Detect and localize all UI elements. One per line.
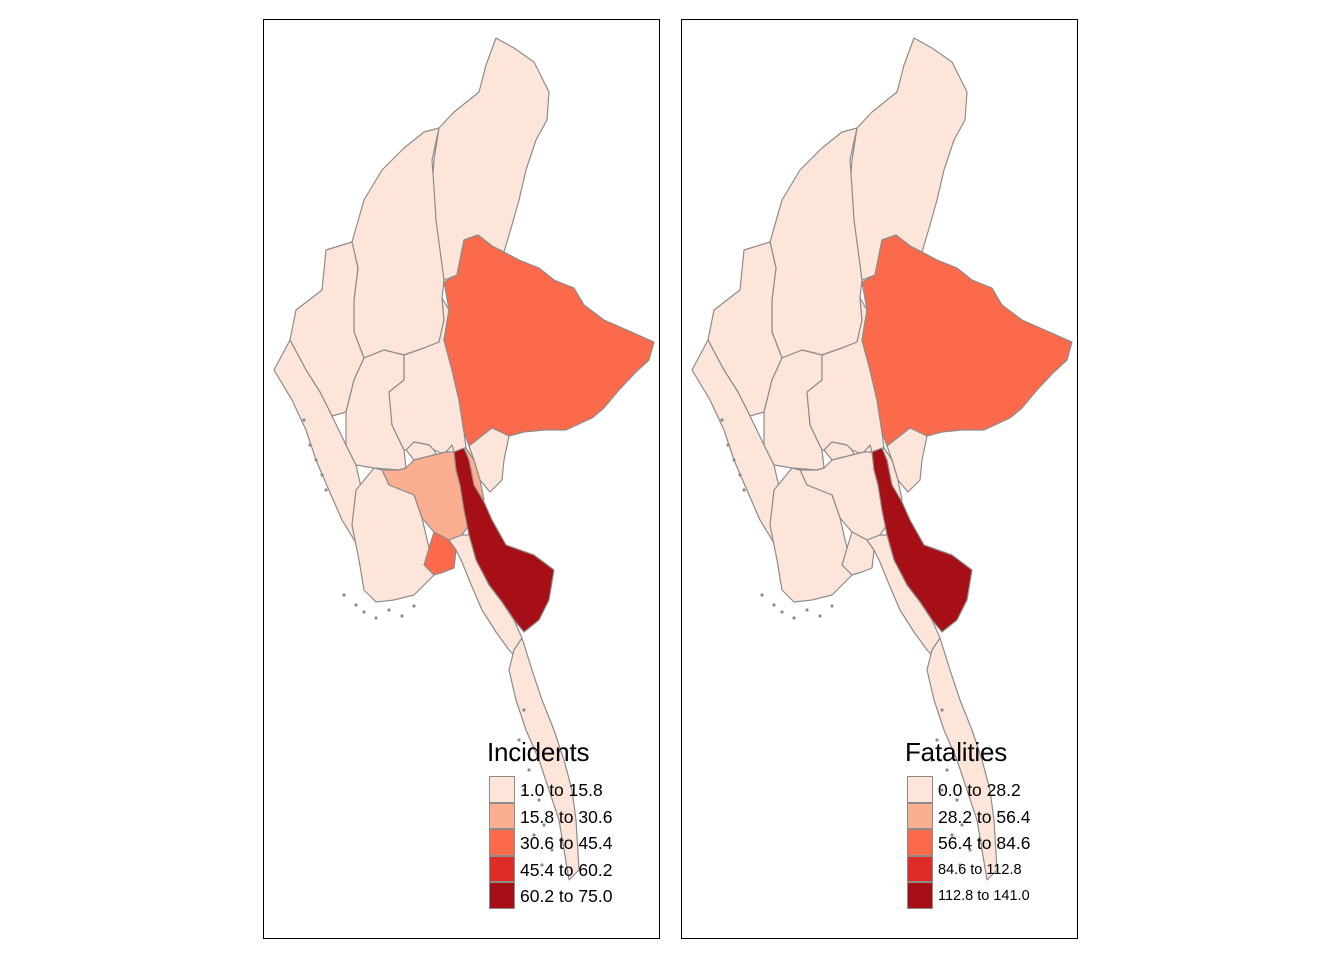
region-sagaing xyxy=(769,127,863,359)
legend-label: 28.2 to 56.4 xyxy=(938,806,1031,827)
fatalities-map xyxy=(691,37,1073,881)
coastal-island xyxy=(374,616,378,620)
fatalities-legend: Fatalities 0.0 to 28.2 28.2 to 56.4 56.4 t… xyxy=(905,737,1075,909)
legend-swatch xyxy=(907,882,933,909)
region-kayin xyxy=(453,447,555,633)
legend-label: 0.0 to 28.2 xyxy=(938,780,1021,800)
incidents-map xyxy=(273,37,655,881)
coastal-island xyxy=(805,608,809,612)
coastal-island xyxy=(314,458,318,462)
coastal-island xyxy=(387,608,391,612)
legend-label: 112.8 to 141.0 xyxy=(938,888,1030,904)
coastal-island xyxy=(720,418,724,422)
fatalities-map-panel: Fatalities 0.0 to 28.2 28.2 to 56.4 56.4 t… xyxy=(681,19,1078,939)
coastal-island xyxy=(940,708,944,712)
coastal-island xyxy=(935,738,939,742)
legend-item: 28.2 to 56.4 xyxy=(905,802,1075,829)
coastal-island xyxy=(320,473,324,477)
coastal-island xyxy=(302,418,306,422)
coastal-island xyxy=(955,798,959,802)
coastal-island xyxy=(522,788,526,792)
legend-swatch xyxy=(489,829,515,856)
legend-item: 15.8 to 30.6 xyxy=(487,802,657,829)
region-tanintharyi xyxy=(508,637,580,881)
coastal-island xyxy=(940,788,944,792)
coastal-island xyxy=(930,758,934,762)
coastal-island xyxy=(512,758,516,762)
coastal-island xyxy=(542,823,546,827)
legend-swatch xyxy=(489,882,515,909)
coastal-island xyxy=(537,798,541,802)
region-kachin xyxy=(431,37,550,281)
region-tanintharyi xyxy=(926,637,998,881)
region-shan xyxy=(443,234,655,447)
coastal-island xyxy=(540,863,544,867)
legend-item: 60.2 to 75.0 xyxy=(487,882,657,909)
coastal-island xyxy=(772,603,776,607)
legend-swatch xyxy=(489,855,515,882)
legend-swatch xyxy=(907,776,933,803)
legend-label: 1.0 to 15.8 xyxy=(520,780,603,800)
legend-item: 0.0 to 28.2 xyxy=(905,776,1075,803)
coastal-island xyxy=(550,848,554,852)
legend-swatch xyxy=(907,829,933,856)
coastal-island xyxy=(522,708,526,712)
region-ayeyarwady xyxy=(351,467,435,603)
coastal-island xyxy=(726,443,730,447)
legend-item: 30.6 to 45.4 xyxy=(487,829,657,856)
legend-label: 30.6 to 45.4 xyxy=(520,833,613,853)
legend-label: 45.4 to 60.2 xyxy=(520,859,613,880)
coastal-island xyxy=(780,610,784,614)
coastal-island xyxy=(830,604,834,608)
coastal-island xyxy=(354,603,358,607)
legend-swatch xyxy=(907,855,933,882)
legend-swatch xyxy=(907,802,933,829)
coastal-island xyxy=(958,863,962,867)
legend-label: 15.8 to 30.6 xyxy=(520,806,613,827)
legend-swatch xyxy=(489,802,515,829)
coastal-island xyxy=(968,848,972,852)
coastal-island xyxy=(792,616,796,620)
coastal-island xyxy=(400,614,404,618)
coastal-island xyxy=(362,610,366,614)
incidents-map-panel: Incidents 1.0 to 15.8 15.8 to 30.6 30.6 to… xyxy=(263,19,660,939)
region-ayeyarwady xyxy=(769,467,853,603)
coastal-island xyxy=(527,768,531,772)
region-kachin xyxy=(849,37,968,281)
coastal-island xyxy=(732,458,736,462)
legend-label: 60.2 to 75.0 xyxy=(520,886,613,906)
legend-items: 0.0 to 28.2 28.2 to 56.4 56.4 to 84.6 84.6 … xyxy=(905,776,1075,909)
legend-item: 45.4 to 60.2 xyxy=(487,855,657,882)
region-shan xyxy=(861,234,1073,447)
coastal-island xyxy=(308,443,312,447)
coastal-island xyxy=(738,473,742,477)
coastal-island xyxy=(532,833,536,837)
region-sagaing xyxy=(351,127,445,359)
legend-title: Fatalities xyxy=(905,737,1008,767)
legend-item: 84.6 to 112.8 xyxy=(905,855,1075,882)
coastal-island xyxy=(342,593,346,597)
coastal-island xyxy=(742,488,746,492)
legend-items: 1.0 to 15.8 15.8 to 30.6 30.6 to 45.4 45.4 … xyxy=(487,776,657,909)
legend-label: 84.6 to 112.8 xyxy=(938,861,1022,878)
incidents-legend: Incidents 1.0 to 15.8 15.8 to 30.6 30.6 to… xyxy=(487,737,657,909)
legend-title: Incidents xyxy=(487,737,590,767)
coastal-island xyxy=(945,768,949,772)
legend-item: 56.4 to 84.6 xyxy=(905,829,1075,856)
coastal-island xyxy=(818,614,822,618)
legend-swatch xyxy=(489,776,515,803)
coastal-island xyxy=(760,593,764,597)
coastal-island xyxy=(324,488,328,492)
coastal-island xyxy=(412,604,416,608)
coastal-island xyxy=(960,823,964,827)
legend-label: 56.4 to 84.6 xyxy=(938,833,1031,853)
coastal-island xyxy=(517,738,521,742)
coastal-island xyxy=(950,833,954,837)
legend-item: 1.0 to 15.8 xyxy=(487,776,657,803)
region-kayin xyxy=(871,447,973,633)
legend-item: 112.8 to 141.0 xyxy=(905,882,1075,909)
